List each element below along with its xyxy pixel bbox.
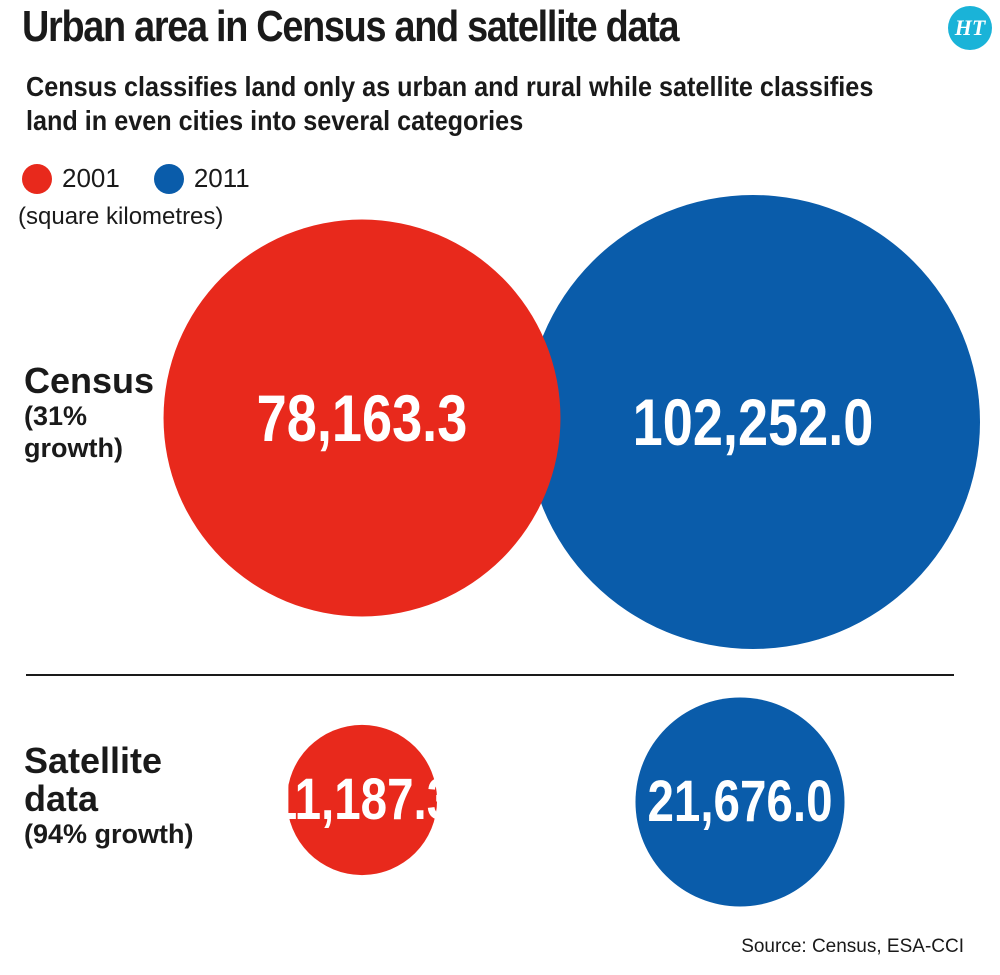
value-label-satellite-data-2001: 11,187.3	[271, 768, 453, 833]
legend-item-2011: 2011	[153, 163, 250, 194]
value-label-satellite-data-2011: 21,676.0	[647, 770, 832, 835]
legend-item-2001: 2001	[22, 163, 120, 194]
section-divider	[26, 674, 954, 676]
row-name-satellite: Satellite data	[24, 740, 163, 819]
row-label-satellite: Satellite data (94% growth)	[24, 742, 194, 850]
chart-title: Urban area in Census and satellite data	[22, 2, 680, 51]
row-note-census: (31% growth)	[24, 401, 123, 463]
row-name-census: Census	[24, 360, 155, 401]
unit-note: (square kilometres)	[18, 203, 224, 230]
value-label-census-2011: 102,252.0	[633, 385, 874, 459]
legend-swatch-2001	[22, 163, 52, 194]
bubble-census-2011	[526, 195, 980, 649]
bubble-satellite-data-2011	[635, 697, 845, 907]
row-label-census: Census (31% growth)	[24, 362, 154, 464]
row-note-satellite: (94% growth)	[24, 819, 194, 849]
ht-logo-icon: HT	[948, 6, 992, 50]
legend-label-2001: 2001	[62, 163, 120, 193]
legend-swatch-2011	[153, 163, 184, 194]
chart-subtitle: Census classifies land only as urban and…	[26, 71, 874, 136]
bubble-satellite-data-2001	[286, 724, 438, 876]
source-note: Source: Census, ESA-CCI	[741, 936, 964, 957]
value-label-census-2001: 78,163.3	[257, 381, 468, 455]
legend: 2001 2011	[22, 163, 284, 194]
bubble-census-2001	[163, 219, 561, 617]
legend-label-2011: 2011	[193, 163, 250, 193]
